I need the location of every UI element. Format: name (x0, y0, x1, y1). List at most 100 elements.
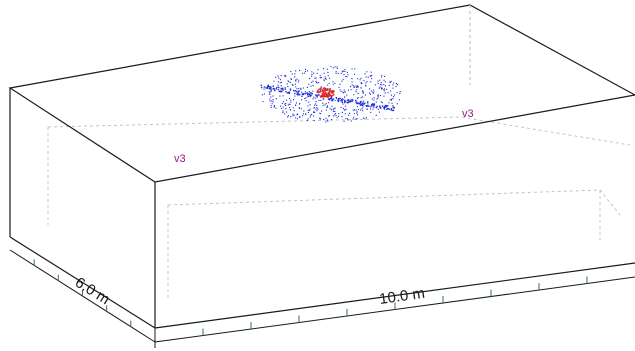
cloud-point (323, 68, 325, 70)
cloud-point (266, 86, 269, 88)
cloud-point (392, 105, 394, 107)
cloud-point (350, 99, 352, 101)
cloud-point (396, 103, 398, 105)
cloud-point (314, 104, 316, 106)
cloud-point (311, 73, 313, 75)
cloud-point (387, 107, 389, 110)
cloud-point (303, 113, 305, 115)
cloud-point (347, 118, 349, 120)
cloud-point (334, 114, 336, 116)
cloud-point (331, 105, 333, 107)
cloud-point (381, 87, 383, 89)
cloud-point (327, 119, 329, 121)
cloud-point (346, 76, 348, 78)
cloud-point (325, 78, 327, 80)
cloud-point (333, 108, 335, 110)
cloud-point (341, 101, 344, 104)
cloud-point (322, 96, 324, 98)
cloud-point (380, 101, 382, 103)
cloud-point (371, 74, 373, 76)
cloud-point (373, 104, 375, 106)
cloud-point (319, 77, 321, 79)
cloud-point (332, 90, 334, 92)
cloud-point (371, 98, 373, 100)
cloud-point (285, 108, 287, 110)
cloud-point (289, 97, 291, 99)
cloud-point (370, 106, 372, 108)
cloud-point (298, 103, 300, 105)
cloud-point (341, 116, 343, 118)
cloud-point (281, 108, 283, 110)
cloud-point (345, 75, 347, 77)
cloud-point (321, 94, 323, 97)
cloud-point (363, 80, 365, 82)
cloud-point (316, 96, 318, 98)
cloud-point (332, 67, 334, 69)
cloud-point (357, 114, 359, 116)
cloud-point (304, 98, 306, 100)
cloud-point (384, 85, 386, 87)
cloud-point (391, 98, 393, 100)
cloud-point (286, 111, 288, 113)
cloud-point (342, 103, 344, 105)
cloud-point (308, 93, 310, 95)
cloud-point (364, 73, 366, 75)
scatter-cloud-icon (260, 66, 401, 123)
cloud-point (279, 105, 281, 107)
cloud-point (309, 95, 311, 97)
cloud-point (346, 71, 348, 73)
cloud-point (328, 95, 330, 97)
cloud-point (370, 90, 372, 92)
cloud-point (375, 106, 378, 109)
cloud-point (338, 113, 340, 115)
cloud-point (332, 100, 334, 102)
cloud-point (348, 114, 350, 116)
cloud-point (323, 72, 325, 74)
cloud-point (367, 102, 369, 104)
cloud-point (341, 111, 343, 113)
cloud-point (332, 91, 334, 93)
cloud-point (308, 77, 310, 79)
cloud-point (311, 81, 313, 83)
cloud-point (354, 68, 356, 70)
cloud-point (388, 108, 390, 110)
cloud-point (369, 92, 371, 94)
cloud-point (390, 94, 392, 96)
cloud-point (357, 86, 359, 88)
cloud-point (281, 90, 283, 93)
cloud-point (324, 89, 326, 91)
cloud-point (333, 110, 335, 112)
cloud-point (362, 91, 364, 93)
cloud-point (335, 97, 337, 99)
cloud-point (322, 98, 325, 100)
cloud-point (309, 108, 311, 110)
cloud-point (290, 71, 292, 73)
cloud-point (281, 103, 283, 105)
cloud-point (290, 78, 292, 80)
cloud-point (355, 102, 357, 104)
cloud-point (329, 93, 331, 96)
cloud-point (337, 72, 339, 74)
cloud-point (280, 89, 282, 91)
cloud-point (290, 99, 292, 101)
cloud-point (391, 109, 393, 112)
cloud-point (364, 102, 366, 104)
cloud-point (384, 81, 386, 83)
cloud-point (285, 103, 287, 105)
cloud-point (305, 97, 307, 99)
cloud-point (390, 108, 393, 110)
cloud-point (330, 96, 332, 98)
cloud-point (339, 89, 341, 91)
cloud-point (390, 109, 392, 111)
cloud-point (318, 94, 320, 96)
cloud-point (398, 99, 400, 101)
cloud-point (356, 112, 358, 114)
cloud-point (365, 82, 367, 84)
cloud-point (307, 95, 309, 98)
cloud-point (379, 106, 382, 108)
cloud-point (325, 103, 327, 105)
cloud-point (273, 106, 275, 108)
cloud-point (327, 105, 329, 107)
cloud-point (365, 85, 367, 87)
cloud-point (305, 100, 307, 102)
